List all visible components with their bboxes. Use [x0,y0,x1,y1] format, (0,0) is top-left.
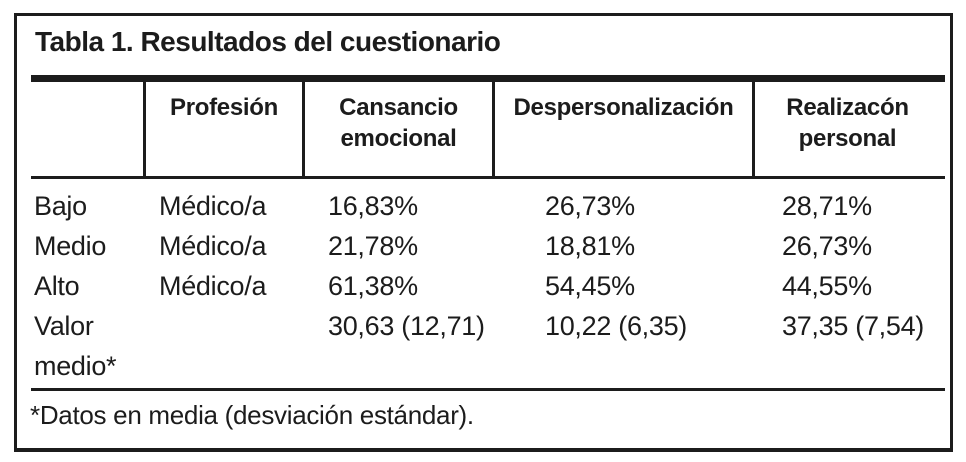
cell-realizacion-personal: 44,55% [782,271,872,301]
header-bottom-rule [31,176,945,179]
cell-despersonalizacion: 26,73% [545,191,635,221]
row-label: Alto [34,271,80,301]
cell-profesion: Médico/a [159,231,267,261]
cell-profesion [143,306,302,386]
header-despersonalizacion: Despersonalización [492,82,752,176]
row-label: Valor medio* [34,311,117,381]
header-cansancio-emocional: Cansancio emocional [302,82,492,176]
cell-realizacion-personal: 28,71% [782,191,872,221]
cell-despersonalizacion: 54,45% [545,271,635,301]
row-label: Bajo [34,191,87,221]
footnote-top-rule [31,388,945,391]
table-title: Tabla 1. Resultados del cuestionario [35,26,501,57]
header-empty-cell [31,82,143,176]
cell-cansancio-emocional: 30,63 (12,71) [328,311,485,341]
cell-despersonalizacion: 18,81% [545,231,635,261]
header-profesion: Profesión [143,82,302,176]
cell-profesion: Médico/a [159,271,267,301]
table-body: Bajo Médico/a 16,83% 26,73% 28,71% Medio… [31,186,940,386]
cell-realizacion-personal: 37,35 (7,54) [782,311,924,341]
cell-cansancio-emocional: 16,83% [328,191,418,221]
table-header-row: Profesión Cansancio emocional Despersona… [31,82,940,176]
table-footnote: *Datos en media (desviación estándar). [30,400,474,430]
header-realizacion-personal: Realizacón personal [752,82,940,176]
cell-cansancio-emocional: 21,78% [328,231,418,261]
row-label: Medio [34,231,107,261]
cell-despersonalizacion: 10,22 (6,35) [545,311,687,341]
table-frame: Tabla 1. Resultados del cuestionario Pro… [14,13,953,452]
cell-cansancio-emocional: 61,38% [328,271,418,301]
cell-profesion: Médico/a [159,191,267,221]
cell-realizacion-personal: 26,73% [782,231,872,261]
header-top-rule [31,75,945,82]
